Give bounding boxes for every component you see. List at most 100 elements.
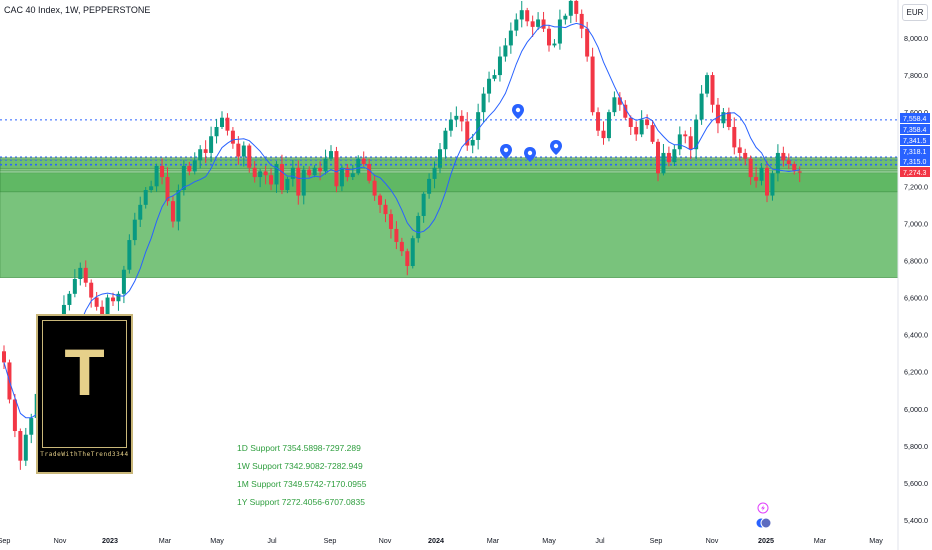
- candle: [503, 38, 508, 62]
- candle-body: [198, 149, 203, 161]
- candle-body: [29, 418, 34, 435]
- candle-body: [143, 190, 148, 205]
- candle-body: [557, 19, 562, 44]
- candle-body: [132, 219, 137, 241]
- candle: [612, 91, 617, 117]
- time-tick-label: May: [869, 536, 883, 545]
- marker-pin-icon[interactable]: [512, 104, 524, 119]
- candle-body: [645, 119, 650, 126]
- marker-pin-icon[interactable]: [550, 140, 562, 155]
- candle: [405, 248, 410, 276]
- dividend-icons[interactable]: [755, 517, 772, 529]
- candle: [650, 120, 655, 144]
- candle: [138, 196, 143, 227]
- candle: [356, 155, 361, 176]
- price-tag-text: 7,318.1: [903, 149, 926, 156]
- candle-body: [481, 93, 486, 113]
- candle: [329, 145, 333, 161]
- price-tick-label: 7,600.0: [904, 108, 928, 117]
- candle-body: [530, 21, 535, 27]
- candle-body: [596, 112, 601, 131]
- candle-body: [487, 78, 492, 94]
- candle: [492, 69, 497, 82]
- time-tick-label: Jul: [267, 536, 277, 545]
- candle-body: [508, 30, 513, 46]
- candle: [154, 163, 159, 192]
- candle-body: [176, 190, 181, 222]
- candle-body: [181, 165, 186, 191]
- watermark-logo: T TradeWithTheTrend3344: [36, 314, 133, 474]
- marker-pin-icon[interactable]: [524, 147, 536, 162]
- candle-body: [67, 293, 72, 305]
- candle-body: [12, 399, 17, 432]
- candle: [699, 85, 704, 125]
- candle-body: [236, 143, 241, 157]
- time-tick-label: May: [210, 536, 224, 545]
- candle: [2, 345, 6, 369]
- candle-body: [258, 171, 263, 178]
- candle: [165, 167, 170, 206]
- candle-body: [269, 175, 274, 185]
- candle: [688, 127, 693, 159]
- candle: [617, 92, 622, 111]
- candle-body: [187, 165, 192, 172]
- candle: [459, 110, 464, 132]
- candle: [181, 160, 186, 196]
- candle: [781, 146, 786, 167]
- candle-body: [786, 160, 791, 165]
- logo-text: TradeWithTheTrend3344: [40, 451, 129, 458]
- price-tick-label: 6,600.0: [904, 294, 928, 303]
- candle: [427, 173, 432, 199]
- candle: [481, 87, 486, 123]
- candle-body: [279, 164, 284, 191]
- lightning-icon[interactable]: [757, 502, 769, 514]
- candle: [438, 142, 442, 174]
- candle-body: [323, 158, 328, 172]
- price-tick-label: 7,200.0: [904, 182, 928, 191]
- candle-body: [383, 204, 388, 215]
- candle-body: [203, 149, 208, 153]
- candle: [525, 7, 530, 27]
- candle: [476, 103, 481, 150]
- candle: [721, 107, 726, 129]
- candle: [628, 115, 633, 136]
- candle-body: [601, 130, 606, 139]
- candle: [187, 161, 192, 176]
- candle-body: [83, 267, 88, 283]
- time-tick-label: Sep: [650, 536, 663, 545]
- candle: [596, 107, 601, 137]
- marker-pin-icon[interactable]: [500, 144, 512, 159]
- candle-body: [552, 43, 557, 46]
- price-labels: 7,558.4 7,358.4 7,341.5 7,318.1 7,315.0 7,274…: [900, 113, 930, 177]
- currency-button[interactable]: EUR: [902, 4, 928, 21]
- candle-body: [78, 267, 83, 279]
- time-tick-label: Mar: [159, 536, 172, 545]
- candle-body: [361, 158, 366, 165]
- candle: [160, 158, 165, 185]
- candle-body: [476, 112, 481, 140]
- candle-body: [116, 293, 121, 302]
- candle-body: [579, 13, 584, 29]
- candle-body: [247, 145, 252, 168]
- candle: [127, 234, 132, 274]
- candle-body: [2, 351, 6, 363]
- support-zone: [0, 157, 899, 169]
- candle: [601, 121, 606, 145]
- price-tick-label: 6,200.0: [904, 368, 928, 377]
- candle: [579, 9, 584, 39]
- candle-body: [388, 214, 393, 229]
- candle: [12, 393, 17, 438]
- candle-body: [399, 241, 404, 252]
- price-tick-label: 7,000.0: [904, 219, 928, 228]
- candle-body: [301, 169, 306, 196]
- candle: [220, 111, 224, 130]
- candle-body: [438, 149, 442, 168]
- candle-body: [497, 56, 502, 76]
- candle-body: [694, 119, 699, 150]
- candle: [574, 0, 579, 22]
- candle: [563, 13, 568, 25]
- candle-body: [285, 178, 290, 191]
- time-tick-label: May: [542, 536, 556, 545]
- candle-body: [105, 297, 110, 320]
